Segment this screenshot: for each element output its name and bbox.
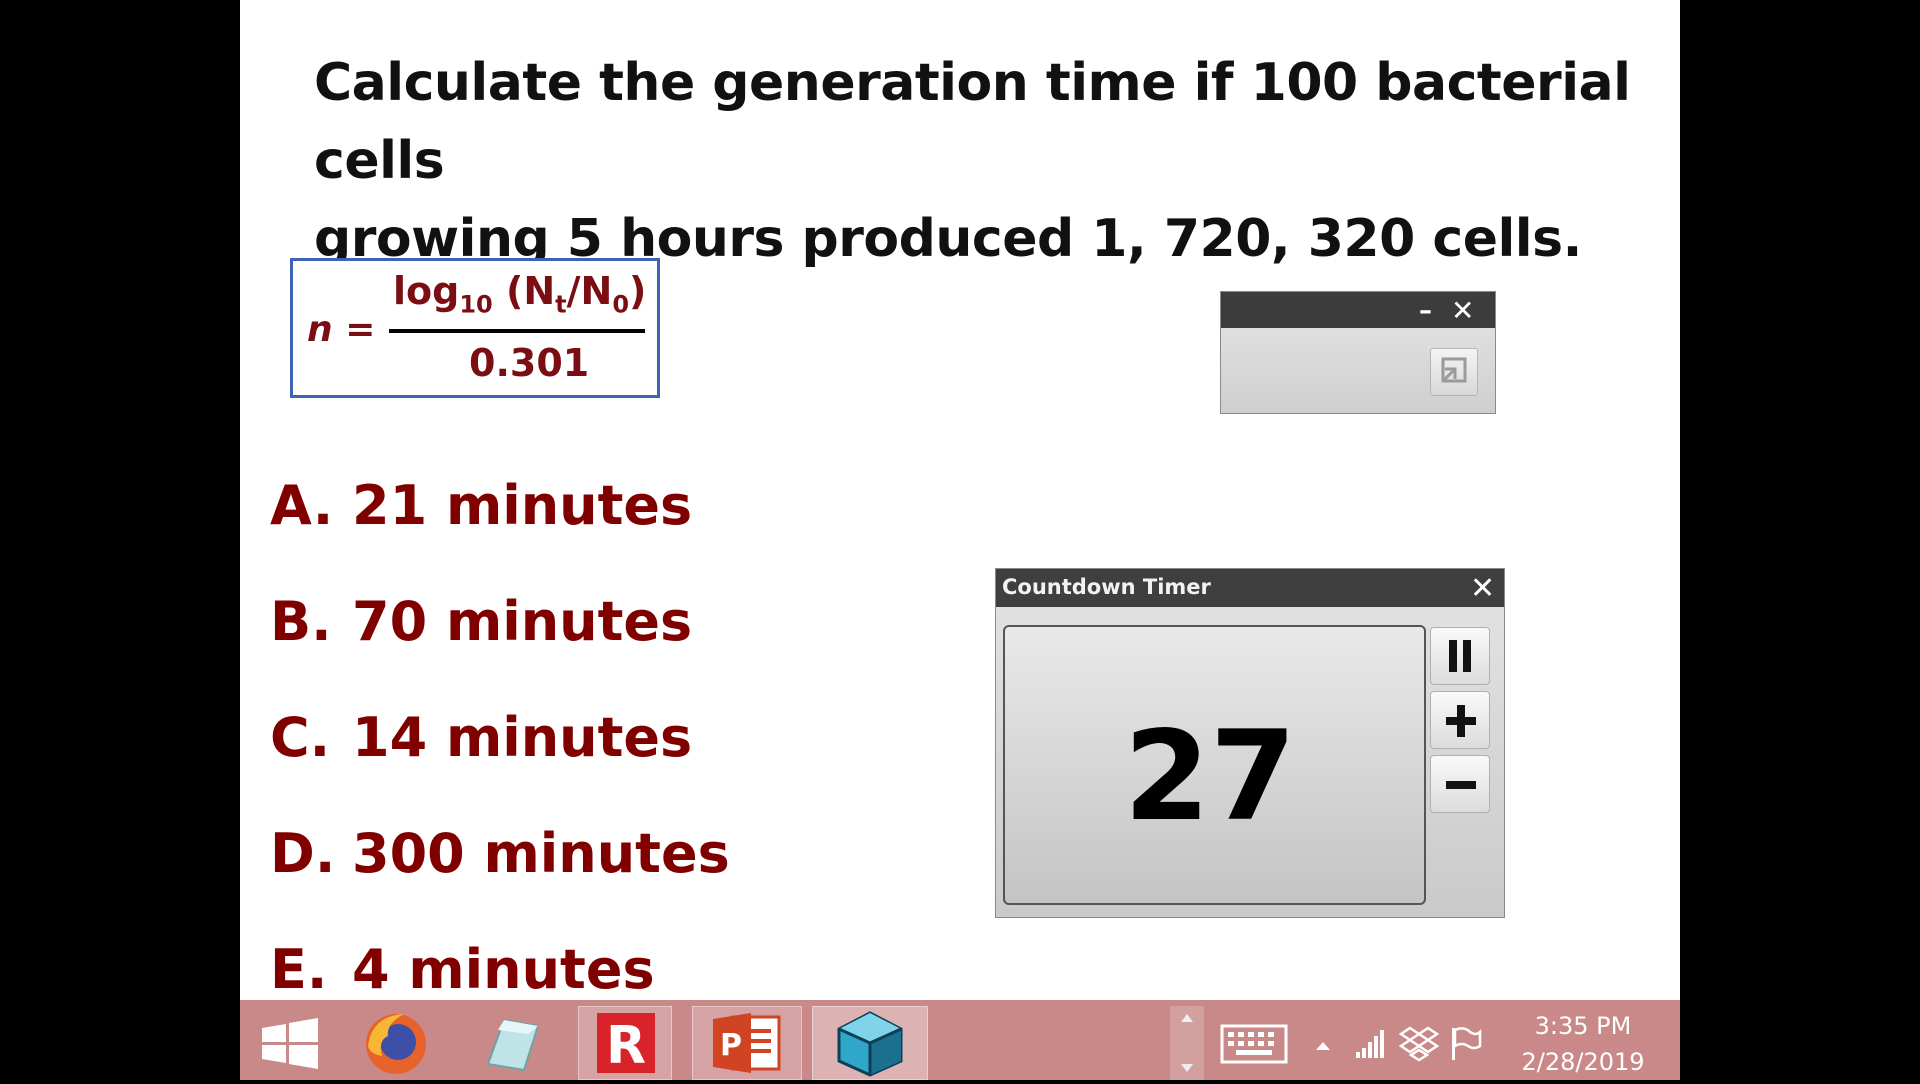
tray-scroll[interactable] [1170,1006,1204,1080]
timer-value: 27 [1123,705,1297,849]
start-button[interactable] [258,1006,322,1080]
timer-display: 27 [1003,625,1426,905]
right-letterbox [1680,0,1920,1080]
restore-button[interactable] [1430,348,1478,396]
presentation-slide: Calculate the generation time if 100 bac… [240,0,1680,1000]
chevron-up-icon [1316,1042,1330,1050]
taskbar-firefox[interactable] [358,1006,434,1080]
answer-c: C. 14 minutes [270,706,692,769]
powerpoint-icon: P [713,1013,781,1073]
svg-text:P: P [720,1028,742,1063]
minimize-button[interactable]: – [1419,296,1432,326]
r-app-icon: R [597,1013,655,1076]
action-center[interactable] [1446,1006,1484,1080]
answer-text: 70 minutes [352,590,693,653]
keyboard-icon [1220,1024,1288,1064]
answer-letter: E. [270,938,328,1000]
fraction-bar [389,329,645,333]
left-letterbox [0,0,240,1080]
answer-letter: B. [270,590,332,653]
answer-letter: A. [270,474,334,537]
answer-a: A. 21 minutes [270,474,692,537]
cube-app-icon [837,1011,903,1077]
formula-lhs: n = [307,309,375,350]
formula-denominator: 0.301 [469,341,590,385]
add-time-button[interactable] [1430,691,1490,749]
close-button[interactable]: ✕ [1451,294,1475,327]
timer-title: Countdown Timer [1002,575,1211,599]
timer-close-button[interactable]: ✕ [1470,571,1496,606]
taskbar: R P [240,1000,1680,1080]
answer-b: B. 70 minutes [270,590,692,653]
taskbar-powerpoint[interactable]: P [692,1006,802,1080]
formula-equals: = [345,309,376,350]
formula-variable: n [307,309,333,350]
pause-button[interactable] [1430,627,1490,685]
formula-sub-t: t [555,290,567,319]
question-line-1: Calculate the generation time if 100 bac… [314,53,1631,191]
windows-icon [262,1018,318,1069]
formula-numerator: log10 (Nt/N0) [393,269,646,319]
answer-d: D. 300 minutes [270,822,730,885]
taskbar-app-r[interactable]: R [578,1006,672,1080]
answer-text: 4 minutes [352,938,655,1000]
clock-time: 3:35 PM [1534,1012,1632,1040]
firefox-icon [366,1014,426,1074]
flag-icon [1452,1027,1482,1060]
scroll-arrows-icon [1181,1014,1193,1072]
glass-app-icon [486,1018,540,1072]
show-hidden-icons-button[interactable] [1310,1006,1336,1080]
formula-log: log [393,269,460,313]
minimized-tool-window: – ✕ [1220,291,1496,414]
formula-close-paren: ) [629,269,647,313]
answer-e: E. 4 minutes [270,938,655,1000]
formula-log-base: 10 [459,290,493,319]
clock-date: 2/28/2019 [1521,1048,1645,1076]
signal-icon [1356,1030,1384,1058]
touch-keyboard-button[interactable] [1218,1006,1290,1080]
dropbox-icon [1398,1026,1440,1062]
taskbar-cube-app[interactable] [812,1006,928,1080]
answer-text: 21 minutes [352,474,693,537]
answer-text: 14 minutes [352,706,693,769]
taskbar-clock[interactable]: 3:35 PM 2/28/2019 [1508,1006,1658,1080]
formula-sub-0: 0 [612,290,630,319]
mini-window-titlebar: – ✕ [1221,292,1495,328]
answer-letter: C. [270,706,331,769]
countdown-timer-window: Countdown Timer ✕ 27 [995,568,1505,918]
formula-nt: (N [505,269,556,313]
subtract-time-button[interactable] [1430,755,1490,813]
network-status[interactable] [1350,1006,1388,1080]
question-text: Calculate the generation time if 100 bac… [314,44,1654,278]
answer-text: 300 minutes [352,822,730,885]
dropbox-tray[interactable] [1398,1006,1440,1080]
formula-box: n = log10 (Nt/N0) 0.301 [290,258,660,398]
timer-titlebar: Countdown Timer ✕ [996,569,1504,607]
answer-letter: D. [270,822,336,885]
formula-n0: /N [566,269,613,313]
taskbar-app-glass[interactable] [472,1006,552,1080]
svg-text:R: R [606,1016,646,1076]
restore-icon [1441,357,1467,383]
